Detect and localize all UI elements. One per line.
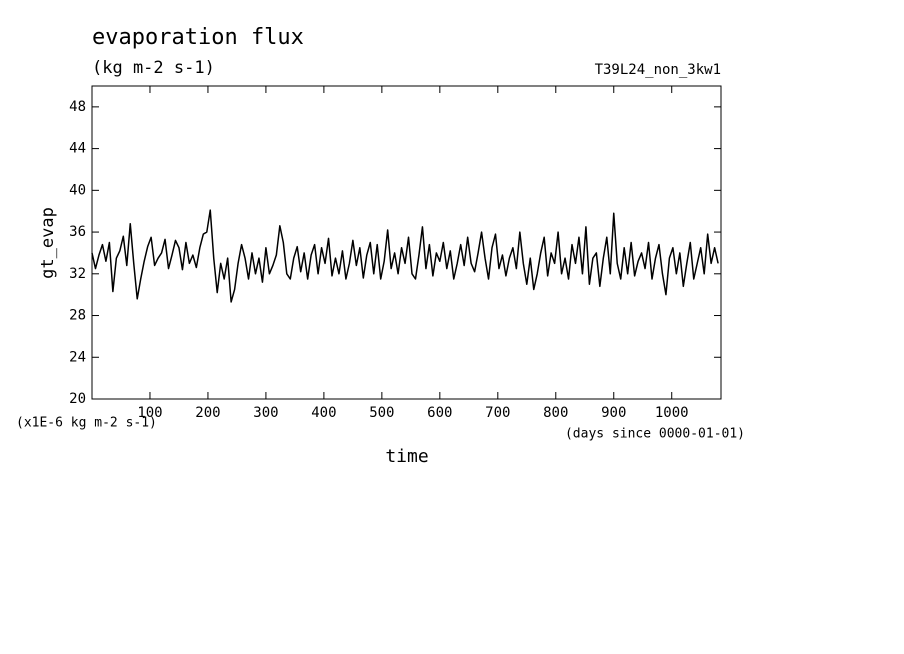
x-axis-label: time xyxy=(385,446,428,467)
y-units: (x1E-6 kg m-2 s-1) xyxy=(16,416,157,431)
x-tick-label: 400 xyxy=(311,405,336,421)
x-units: (days since 0000-01-01) xyxy=(565,427,745,442)
x-tick-label: 500 xyxy=(369,405,394,421)
x-tick-label: 700 xyxy=(485,405,510,421)
data-line xyxy=(91,209,719,303)
x-tick-label: 1000 xyxy=(655,405,689,421)
y-tick-label: 48 xyxy=(69,99,86,115)
y-tick-label: 28 xyxy=(69,308,86,324)
x-tick-label: 800 xyxy=(543,405,568,421)
y-tick-label: 24 xyxy=(69,349,86,365)
chart-subtitle: (kg m-2 s-1) xyxy=(92,58,215,78)
y-tick-label: 20 xyxy=(69,391,86,407)
y-axis-label: gt_evap xyxy=(38,207,58,279)
x-tick-label: 600 xyxy=(427,405,452,421)
chart-title: evaporation flux xyxy=(92,25,304,50)
y-tick-label: 36 xyxy=(69,224,86,240)
y-tick-label: 32 xyxy=(69,266,86,282)
y-tick-label: 40 xyxy=(69,182,86,198)
x-tick-label: 200 xyxy=(195,405,220,421)
x-tick-label: 300 xyxy=(253,405,278,421)
x-tick-label: 100 xyxy=(137,405,162,421)
plot-frame xyxy=(91,85,722,400)
x-tick-label: 900 xyxy=(601,405,626,421)
annotation: T39L24_non_3kw1 xyxy=(595,62,721,78)
y-tick-label: 44 xyxy=(69,141,86,157)
